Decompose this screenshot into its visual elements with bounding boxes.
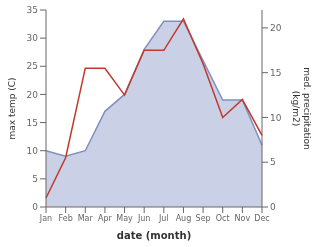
svg-text:Dec: Dec	[254, 214, 269, 223]
svg-text:date (month): date (month)	[117, 230, 191, 241]
svg-text:20: 20	[27, 90, 39, 100]
svg-text:0: 0	[32, 202, 38, 212]
svg-text:Jul: Jul	[158, 214, 169, 223]
svg-text:5: 5	[270, 157, 276, 167]
svg-text:10: 10	[27, 146, 39, 156]
svg-text:Apr: Apr	[98, 214, 113, 223]
svg-text:Oct: Oct	[216, 214, 230, 223]
svg-text:20: 20	[270, 23, 282, 33]
svg-text:Sep: Sep	[196, 214, 211, 223]
svg-text:Feb: Feb	[59, 214, 73, 223]
svg-text:15: 15	[27, 118, 38, 128]
svg-text:Jun: Jun	[137, 214, 151, 223]
svg-text:5: 5	[32, 174, 38, 184]
svg-text:0: 0	[270, 202, 276, 212]
svg-text:Aug: Aug	[176, 214, 192, 223]
svg-text:Jan: Jan	[39, 214, 52, 223]
svg-text:May: May	[116, 214, 133, 223]
svg-text:10: 10	[270, 113, 282, 123]
svg-text:Mar: Mar	[78, 214, 94, 223]
svg-text:max temp (C): max temp (C)	[8, 77, 17, 139]
svg-text:Nov: Nov	[235, 214, 251, 223]
svg-text:15: 15	[270, 68, 281, 78]
svg-text:25: 25	[27, 61, 38, 71]
svg-text:med. precipitation(kg/m2): med. precipitation(kg/m2)	[291, 67, 310, 149]
svg-text:35: 35	[27, 5, 38, 15]
svg-text:30: 30	[27, 33, 39, 43]
